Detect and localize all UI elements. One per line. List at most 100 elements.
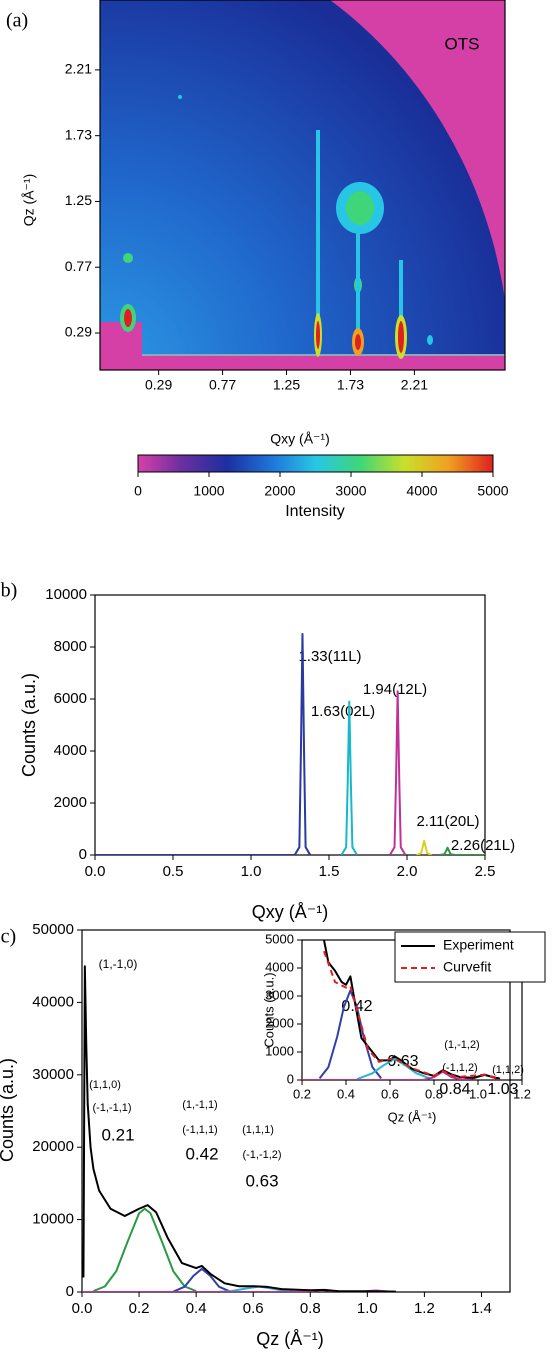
x-tick-label: 1.2 [513, 1086, 531, 1101]
x-tick-label: 0.77 [209, 377, 236, 393]
y-tick-label: 3000 [265, 987, 294, 1002]
series-line [439, 846, 485, 855]
annotation: (-1,-1,1) [92, 1102, 131, 1114]
annotation: (1,-1,2) [444, 1039, 479, 1051]
series-line [356, 1058, 433, 1080]
plot-area [95, 633, 485, 855]
y-tick-label: 1.25 [65, 192, 92, 208]
annotation: (1,-1,1) [182, 1099, 217, 1111]
colorbar-tick-label: 1000 [193, 483, 224, 499]
annotation: (-1,-1,2) [242, 1149, 281, 1161]
x-axis-label: Qxy (Å⁻¹) [270, 431, 330, 447]
plot-area [302, 940, 501, 1080]
plot-area [82, 965, 396, 1292]
y-tick-label: 1000 [265, 1043, 294, 1058]
series-line [416, 839, 433, 855]
x-tick-label: 0.0 [85, 863, 106, 880]
x-tick-label: 0.29 [145, 377, 172, 393]
colorbar-tick-label: 4000 [406, 483, 437, 499]
annotation: (1,1,0) [89, 1079, 121, 1091]
x-tick-label: 0.2 [293, 1086, 311, 1101]
annotation: 2.26(21L) [451, 837, 515, 854]
series-line [95, 633, 312, 855]
y-tick-label: 2000 [265, 1015, 294, 1030]
y-tick-label: 8000 [54, 638, 87, 655]
x-tick-label: 1.25 [273, 377, 300, 393]
x-axis-label: Qz (Å⁻¹) [256, 1329, 324, 1349]
x-tick-label: 0.6 [243, 1300, 264, 1317]
x-tick-label: 0.2 [129, 1300, 150, 1317]
x-tick-label: 0.8 [425, 1086, 443, 1101]
x-tick-label: 0.4 [337, 1086, 355, 1101]
y-axis-label: Counts (a.u.) [0, 1058, 17, 1162]
y-tick-label: 1.73 [65, 126, 92, 142]
heatmap-image [100, 0, 505, 370]
x-tick-label: 1.0 [469, 1086, 487, 1101]
annotation: (1,1,2) [492, 1064, 524, 1076]
colorbar-tick-label: 5000 [477, 483, 508, 499]
x-tick-label: 0.0 [72, 1300, 93, 1317]
annotation: (-1,1,1) [182, 1124, 217, 1136]
y-tick-label: 0 [287, 1071, 294, 1086]
legend-label: Experiment [443, 937, 514, 953]
x-tick-label: 1.2 [414, 1300, 435, 1317]
annotation: 1.33(11L) [298, 648, 361, 665]
x-axis-label: Qxy (Å⁻¹) [252, 902, 329, 922]
y-tick-label: 0.77 [65, 258, 92, 274]
x-tick-label: 0.4 [186, 1300, 207, 1317]
x-tick-label: 0.5 [163, 863, 184, 880]
series-line [388, 690, 407, 855]
series-line [323, 950, 501, 1080]
x-tick-label: 1.0 [241, 863, 262, 880]
y-tick-label: 10000 [45, 586, 87, 603]
y-tick-label: 4000 [54, 742, 87, 759]
y-axis-label: Counts (a.u.) [261, 972, 276, 1047]
y-tick-label: 20000 [32, 1138, 74, 1155]
annotation: 1.63(02L) [311, 703, 375, 720]
x-tick-label: 1.0 [357, 1300, 378, 1317]
y-tick-label: 50000 [32, 921, 74, 938]
legend-box [394, 931, 546, 983]
y-axis-label: Counts (a.u.) [19, 673, 39, 777]
y-tick-label: 5000 [265, 931, 294, 946]
annotation: (1,-1,0) [99, 957, 138, 971]
annotation: 0.63 [245, 1171, 278, 1190]
y-tick-label: 0.29 [65, 324, 92, 340]
x-tick-label: 2.0 [397, 863, 418, 880]
annotation: OTS [445, 34, 480, 53]
annotation: 0.21 [101, 1125, 134, 1144]
colorbar-label: Intensity [285, 503, 345, 520]
plot-frame [81, 929, 511, 1293]
y-tick-label: 30000 [32, 1066, 74, 1083]
plot-frame [99, 0, 506, 371]
annotation: (1,1,1) [242, 1124, 274, 1136]
x-tick-label: 1.4 [471, 1300, 492, 1317]
y-tick-label: 0 [79, 846, 87, 863]
series-line [82, 965, 396, 1292]
colorbar-tick-label: 2000 [264, 483, 295, 499]
series-line [318, 989, 382, 1079]
annotation: 2.11(20L) [416, 813, 479, 830]
series-line [340, 700, 358, 855]
panel-label: (b) [0, 580, 17, 602]
panel-label: (a) [6, 10, 28, 32]
annotation: 0.42 [185, 1144, 218, 1163]
y-tick-label: 6000 [54, 690, 87, 707]
annotation: 1.94(12L) [363, 681, 427, 698]
x-tick-label: 1.73 [337, 377, 364, 393]
annotation: 1.03 [487, 1081, 518, 1098]
y-tick-label: 2.21 [65, 61, 92, 77]
x-axis-label: Qz (Å⁻¹) [388, 1109, 437, 1124]
annotation: 0.84 [439, 1081, 470, 1098]
y-tick-label: 0 [66, 1283, 74, 1300]
y-tick-label: 10000 [32, 1211, 74, 1228]
colorbar [137, 454, 494, 473]
y-axis-label: Qz (Å⁻¹) [21, 174, 37, 227]
x-tick-label: 2.21 [401, 377, 428, 393]
annotation: (-1,1,2) [442, 1062, 477, 1074]
colorbar-tick-label: 0 [134, 483, 142, 499]
panel-label: (c) [0, 926, 16, 948]
series-line [93, 1207, 197, 1292]
